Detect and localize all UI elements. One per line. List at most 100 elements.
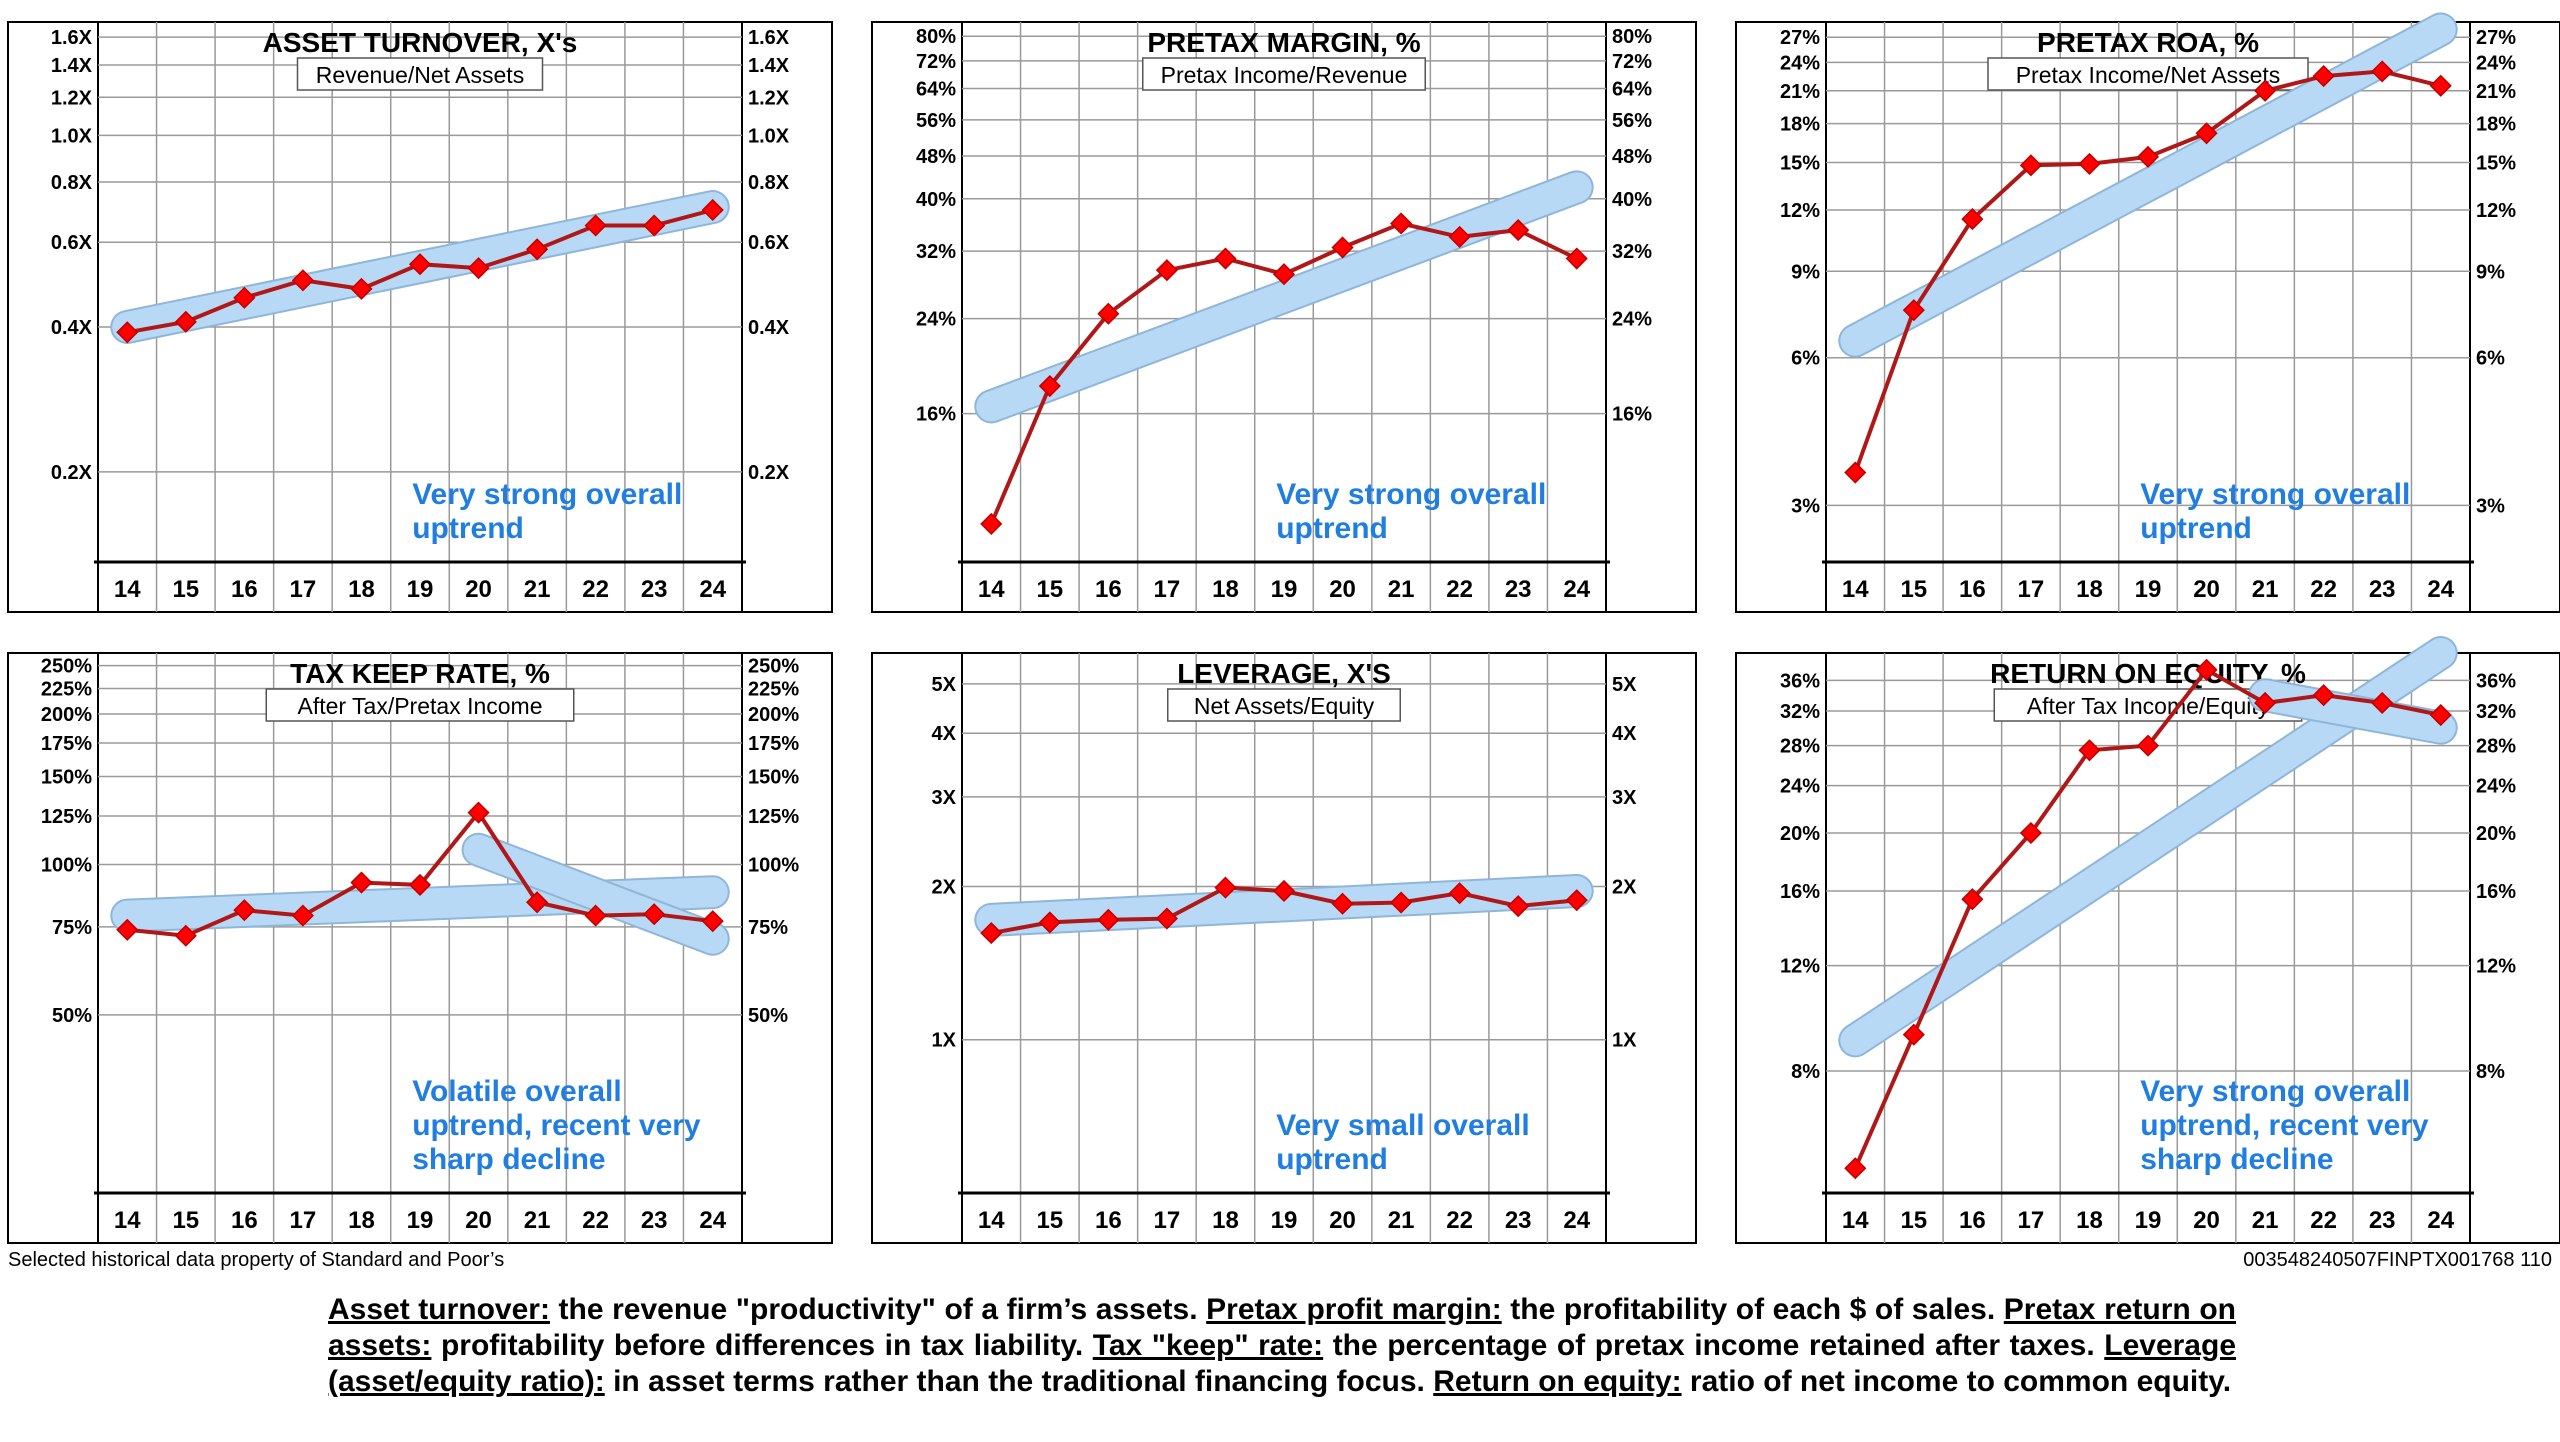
chart-subtitle: After Tax/Pretax Income: [297, 693, 542, 719]
data-point: [1448, 225, 1471, 248]
x-tick-label: 21: [1388, 576, 1415, 603]
y-tick-label-left: 9%: [1791, 261, 1820, 283]
x-tick-label: 23: [2369, 576, 2396, 603]
y-tick-label-left: 36%: [1780, 670, 1820, 692]
data-point: [2078, 152, 2101, 175]
y-tick-label-left: 175%: [41, 733, 92, 755]
data-point: [1902, 299, 1925, 322]
x-tick-label: 18: [348, 1207, 375, 1234]
y-tick-label-left: 15%: [1780, 152, 1820, 174]
y-tick-label-right: 56%: [1612, 110, 1652, 132]
y-tick-label-left: 28%: [1780, 736, 1820, 758]
y-tick-label-left: 27%: [1780, 27, 1820, 49]
data-point: [1214, 247, 1237, 270]
data-point: [1272, 879, 1296, 903]
y-tick-label-right: 1.0X: [748, 125, 790, 147]
data-source-note: Selected historical data property of Sta…: [8, 1249, 505, 1271]
y-tick-label-left: 18%: [1780, 114, 1820, 136]
x-tick-label: 15: [172, 576, 199, 603]
subtitle-box: [265, 688, 575, 722]
y-tick-label-right: 225%: [748, 679, 799, 701]
x-tick-label: 14: [114, 576, 141, 603]
trend-annotation: sharp decline: [412, 1143, 605, 1176]
x-tick-label: 19: [1271, 576, 1298, 603]
x-tick-label: 23: [1505, 576, 1532, 603]
x-tick-label: 22: [1446, 576, 1473, 603]
data-point: [643, 214, 666, 237]
trend-annotation: uptrend, recent very: [2140, 1109, 2429, 1142]
x-tick-label: 19: [407, 576, 434, 603]
data-point: [1902, 1023, 1925, 1046]
y-tick-label-left: 0.6X: [51, 232, 93, 254]
y-tick-label-right: 9%: [2476, 261, 2505, 283]
x-tick-label: 24: [2427, 576, 2454, 603]
data-point: [584, 214, 607, 237]
y-tick-label-left: 12%: [1780, 956, 1820, 978]
y-tick-label-right: 20%: [2476, 823, 2516, 845]
y-tick-label-left: 6%: [1791, 348, 1820, 370]
chart-title: ASSET TURNOVER, X's: [263, 27, 578, 58]
glossary-text-leverage: in asset terms rather than the tradition…: [604, 1365, 1434, 1398]
x-tick-label: 17: [2018, 1207, 2045, 1234]
y-tick-label-left: 150%: [41, 766, 92, 788]
glossary-text-roe: ratio of net income to common equity.: [1681, 1365, 2232, 1398]
trend-annotation: Very strong overall: [1276, 478, 1546, 511]
data-point: [2136, 734, 2160, 757]
data-point: [1155, 259, 1178, 282]
y-tick-label-left: 1.0X: [51, 125, 93, 147]
chart-panel-return-on-equity: 36% 36% 32% 32% 28% 28% 24% 24% 20% 20% 16% 16% 12% 1…: [1735, 636, 2560, 1244]
y-tick-label-left: 32%: [1780, 701, 1820, 723]
x-tick-label: 14: [978, 576, 1005, 603]
y-tick-label-left: 21%: [1780, 81, 1820, 103]
y-tick-label-left: 3X: [932, 787, 957, 809]
data-point: [116, 918, 139, 941]
y-tick-label-right: 0.4X: [748, 317, 790, 339]
x-tick-label: 17: [290, 1207, 317, 1234]
y-tick-label-right: 24%: [2476, 776, 2516, 798]
glossary-term-pretax-roa: Pretax return on assets:: [328, 1293, 2236, 1362]
x-tick-label: 16: [1095, 1207, 1122, 1234]
x-tick-label: 18: [1212, 1207, 1239, 1234]
y-tick-label-left: 0.2X: [51, 462, 93, 484]
y-tick-label-right: 1.6X: [748, 27, 790, 49]
y-tick-label-right: 250%: [748, 656, 799, 678]
y-tick-label-left: 75%: [52, 917, 92, 939]
x-tick-label: 22: [2310, 1207, 2337, 1234]
y-tick-label-left: 80%: [916, 26, 956, 48]
data-point: [2019, 154, 2042, 177]
chart-subtitle: Pretax Income/Revenue: [1161, 62, 1408, 88]
data-point: [291, 269, 314, 292]
y-tick-label-right: 200%: [748, 704, 799, 726]
x-tick-label: 19: [2135, 576, 2162, 603]
data-point: [2429, 74, 2452, 97]
data-point: [2371, 691, 2394, 715]
x-tick-label: 14: [1842, 576, 1869, 603]
x-tick-label: 21: [2252, 1207, 2279, 1234]
chart-title: PRETAX ROA, %: [2037, 27, 2259, 58]
chart-subtitle: After Tax Income/Equity: [2027, 693, 2270, 719]
x-tick-label: 18: [348, 576, 375, 603]
y-tick-label-left: 1.6X: [51, 27, 93, 49]
trend-annotation: uptrend: [1276, 512, 1388, 545]
data-point: [980, 922, 1003, 945]
trend-band: [1840, 14, 2456, 356]
x-tick-label: 14: [978, 1207, 1005, 1234]
x-tick-label: 20: [465, 1207, 492, 1234]
x-tick-label: 21: [524, 1207, 551, 1234]
data-point: [1565, 247, 1588, 270]
data-point: [701, 198, 724, 222]
subtitle-box: [1987, 57, 2309, 91]
y-tick-label-right: 12%: [2476, 200, 2516, 222]
y-tick-label-left: 8%: [1791, 1061, 1820, 1083]
data-point: [1565, 889, 1588, 912]
data-point: [526, 238, 549, 261]
x-tick-label: 17: [2018, 576, 2045, 603]
x-tick-label: 24: [699, 576, 726, 603]
y-tick-label-right: 1.4X: [748, 55, 790, 77]
y-tick-label-left: 1X: [932, 1030, 957, 1052]
x-tick-label: 22: [2310, 576, 2337, 603]
document-code: 003548240507FINPTX001768 110: [2243, 1249, 2552, 1271]
data-point: [1331, 236, 1354, 259]
subtitle-box: [1167, 688, 1401, 722]
subtitle-box: [296, 57, 544, 91]
